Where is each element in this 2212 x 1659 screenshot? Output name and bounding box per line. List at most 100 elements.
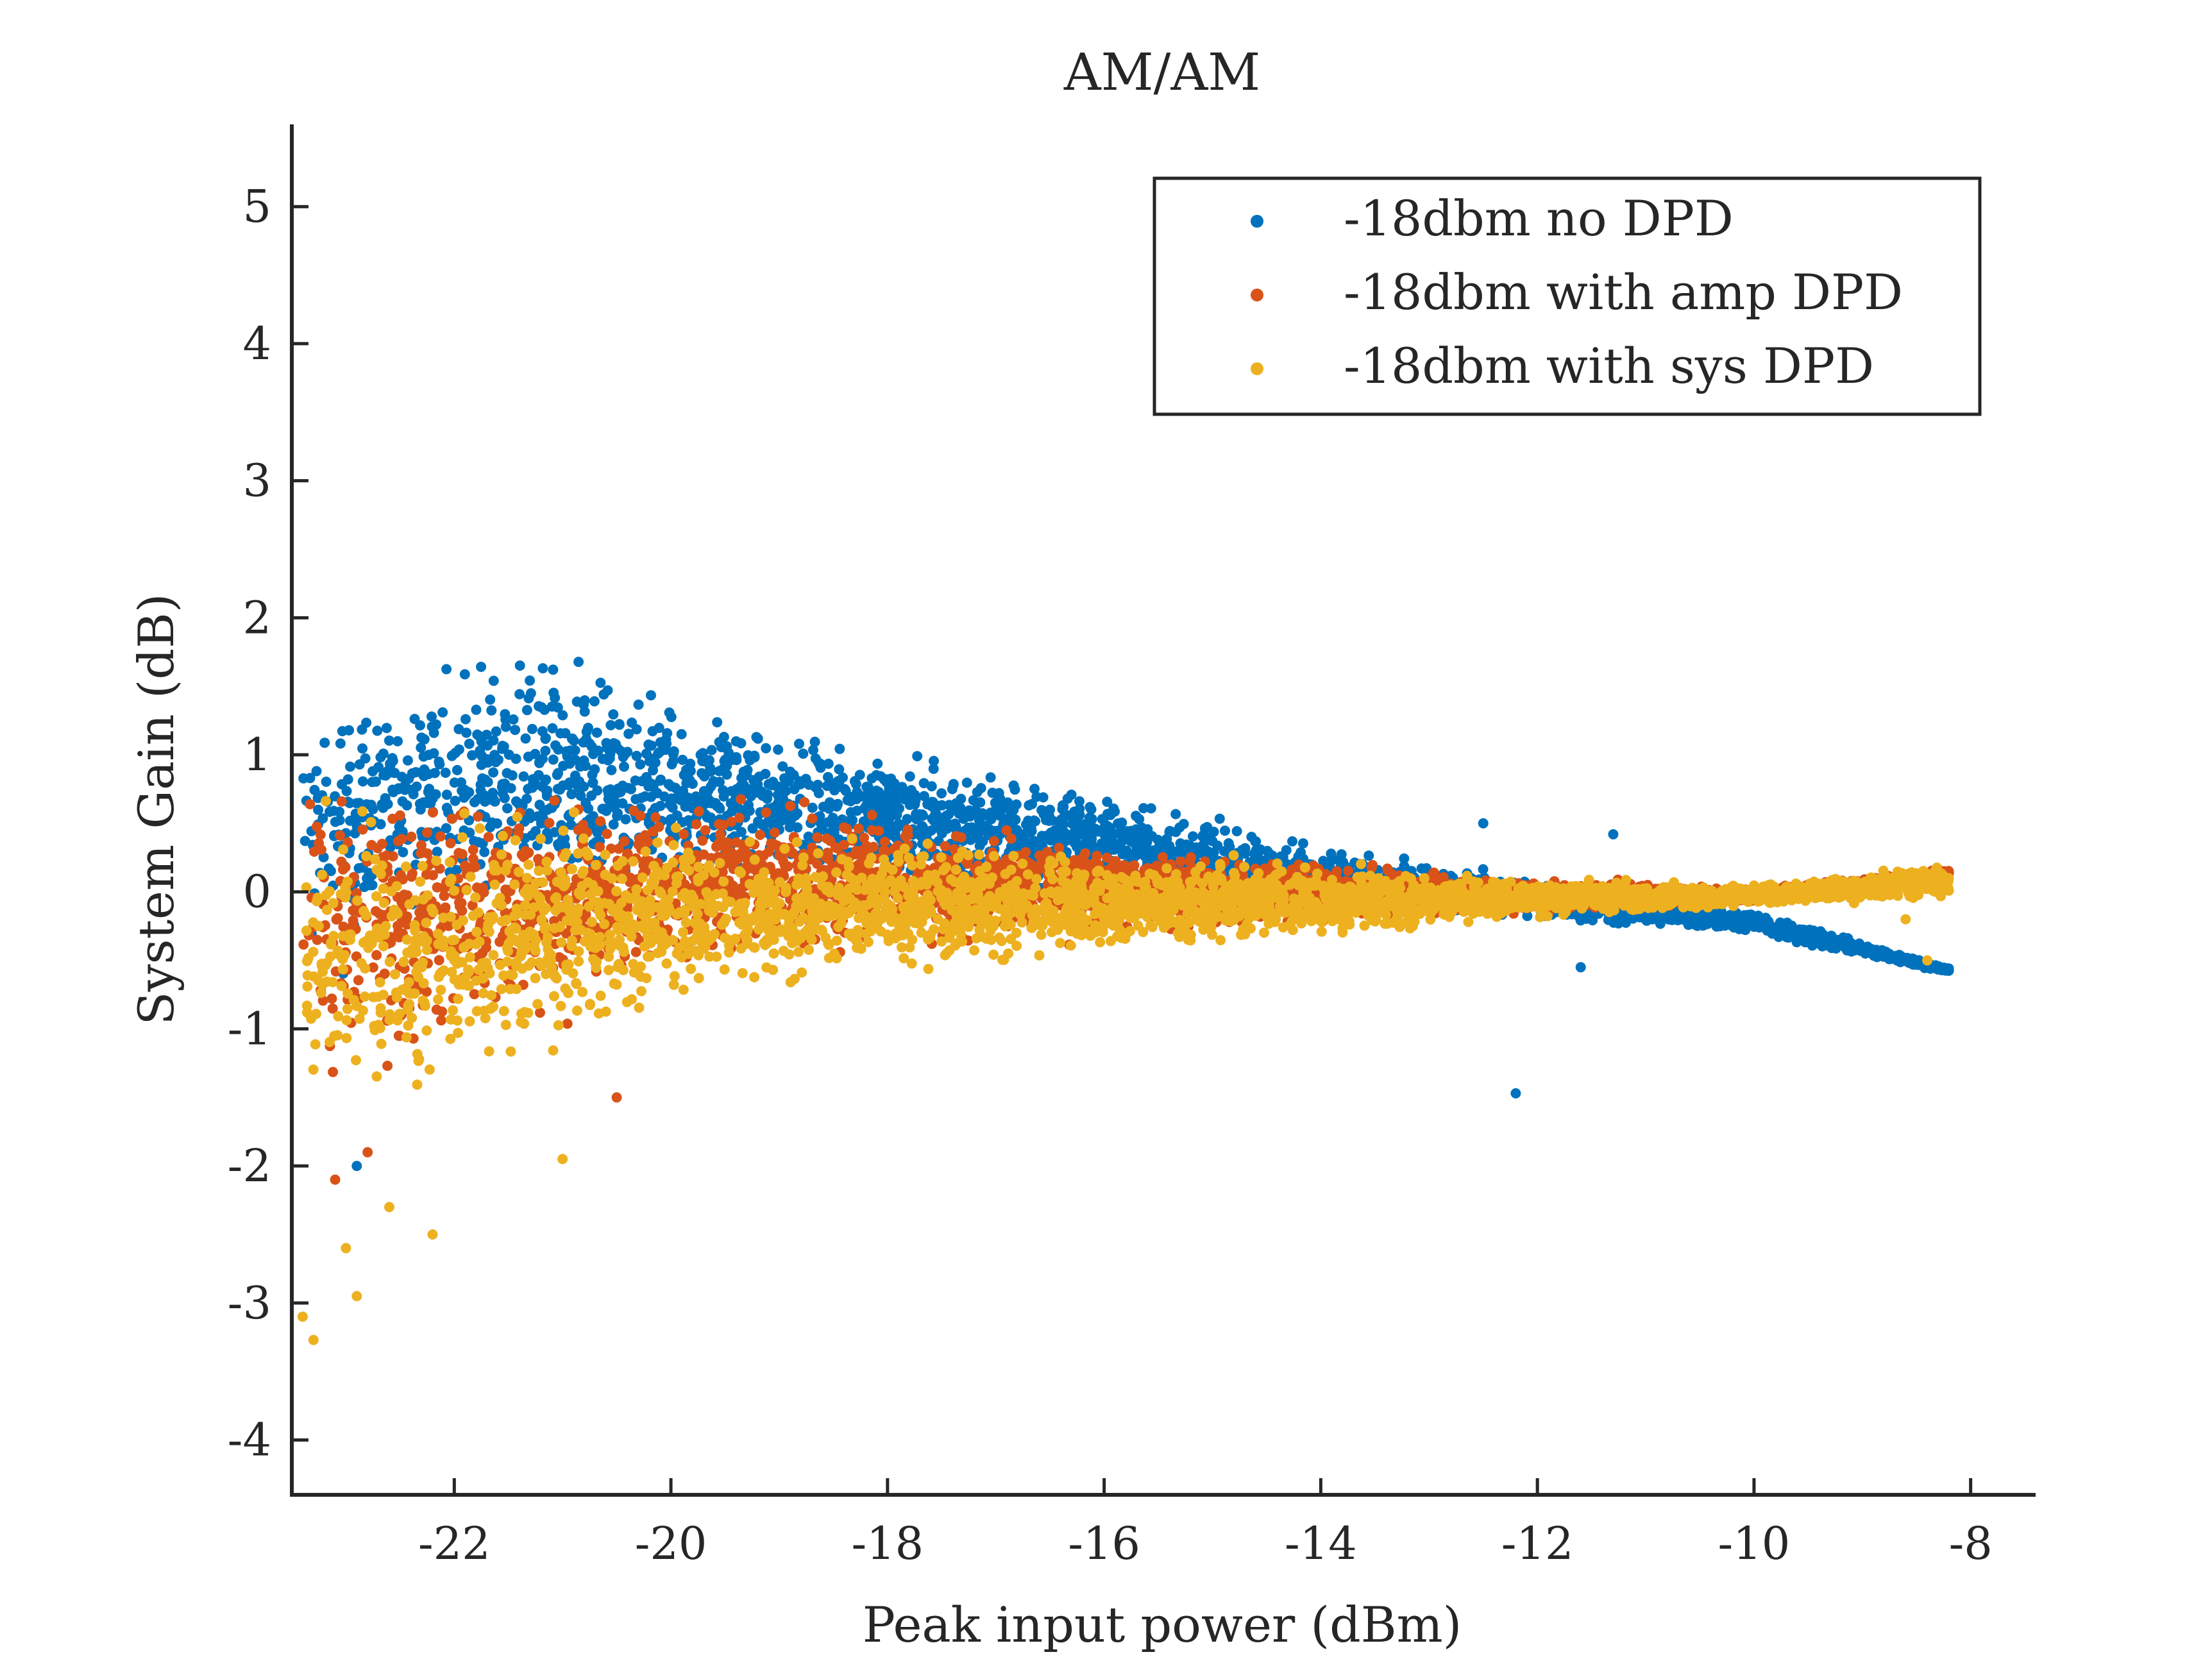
data-point — [616, 746, 627, 757]
data-point — [434, 955, 444, 966]
data-point — [378, 802, 389, 813]
data-point — [1178, 818, 1189, 829]
data-point — [687, 779, 698, 789]
data-point — [605, 784, 616, 795]
data-point — [751, 732, 762, 743]
data-point — [1768, 922, 1779, 933]
data-point — [1097, 814, 1108, 825]
data-point — [794, 738, 804, 749]
data-point — [393, 736, 403, 746]
data-point — [548, 754, 559, 765]
data-point — [918, 791, 929, 802]
data-point — [1794, 934, 1805, 945]
data-point — [668, 746, 679, 757]
data-point — [697, 748, 708, 759]
data-point — [871, 770, 882, 780]
data-point — [823, 771, 833, 782]
data-point — [646, 690, 656, 701]
data-point — [323, 863, 334, 874]
data-point — [471, 882, 482, 893]
data-point — [1175, 838, 1186, 849]
data-point — [630, 947, 641, 957]
data-point — [537, 726, 548, 737]
data-point — [441, 802, 452, 813]
data-point — [745, 755, 756, 766]
data-point — [773, 745, 784, 755]
data-point — [993, 787, 1004, 798]
data-point — [541, 774, 552, 785]
data-point — [319, 737, 330, 748]
data-point — [592, 785, 603, 796]
data-point — [763, 789, 773, 800]
data-point — [407, 768, 418, 779]
data-point-outlier — [1478, 818, 1489, 829]
data-point — [906, 785, 916, 796]
data-point — [540, 745, 551, 756]
data-point — [1940, 965, 1951, 976]
data-point — [1010, 814, 1021, 825]
data-point — [1110, 806, 1120, 817]
data-point — [327, 1003, 338, 1014]
data-point — [623, 782, 634, 793]
data-point — [525, 675, 536, 686]
data-point — [974, 841, 985, 852]
data-point — [1778, 924, 1789, 935]
data-point — [373, 762, 384, 773]
data-point — [527, 723, 537, 734]
data-point — [665, 814, 676, 825]
data-point — [897, 782, 908, 793]
data-point — [581, 727, 592, 737]
data-point — [1382, 863, 1393, 874]
data-point — [742, 764, 753, 775]
data-point — [792, 808, 803, 819]
data-point — [570, 745, 580, 756]
data-point — [441, 664, 452, 675]
data-point — [330, 816, 341, 827]
data-point — [440, 768, 451, 778]
data-point — [929, 755, 939, 766]
data-point — [1020, 846, 1031, 857]
data-point — [530, 826, 541, 837]
data-point — [467, 750, 478, 761]
data-point — [940, 841, 950, 852]
data-point — [488, 735, 499, 746]
data-point — [538, 806, 549, 817]
data-point — [1125, 836, 1136, 846]
data-point — [344, 798, 355, 809]
data-point — [1287, 836, 1297, 846]
data-point — [918, 778, 929, 789]
data-point — [499, 793, 510, 804]
data-point — [460, 714, 471, 725]
data-point — [321, 777, 332, 787]
data-point — [527, 774, 538, 785]
data-point — [419, 764, 430, 775]
data-point — [428, 727, 439, 738]
data-point — [834, 764, 845, 775]
data-point — [1522, 911, 1533, 922]
data-point — [500, 884, 511, 895]
data-point — [1817, 935, 1828, 946]
data-point — [1138, 803, 1149, 814]
data-point — [602, 829, 612, 839]
data-point — [566, 789, 577, 800]
data-point — [643, 836, 654, 847]
data-point — [1399, 853, 1410, 864]
data-point — [587, 770, 598, 780]
data-point — [1001, 825, 1012, 836]
data-point — [738, 780, 749, 791]
data-point — [485, 695, 496, 705]
data-point — [500, 721, 511, 732]
data-point — [445, 838, 456, 848]
data-point — [397, 796, 408, 807]
data-point — [384, 735, 394, 746]
data-point — [1021, 838, 1032, 849]
data-point — [568, 736, 579, 746]
data-point — [813, 779, 823, 790]
data-point — [617, 798, 628, 809]
data-point — [823, 804, 834, 814]
data-point — [1145, 803, 1156, 814]
data-point — [685, 759, 696, 769]
data-point — [457, 786, 468, 796]
data-point — [313, 804, 324, 815]
data-point — [1074, 796, 1085, 807]
